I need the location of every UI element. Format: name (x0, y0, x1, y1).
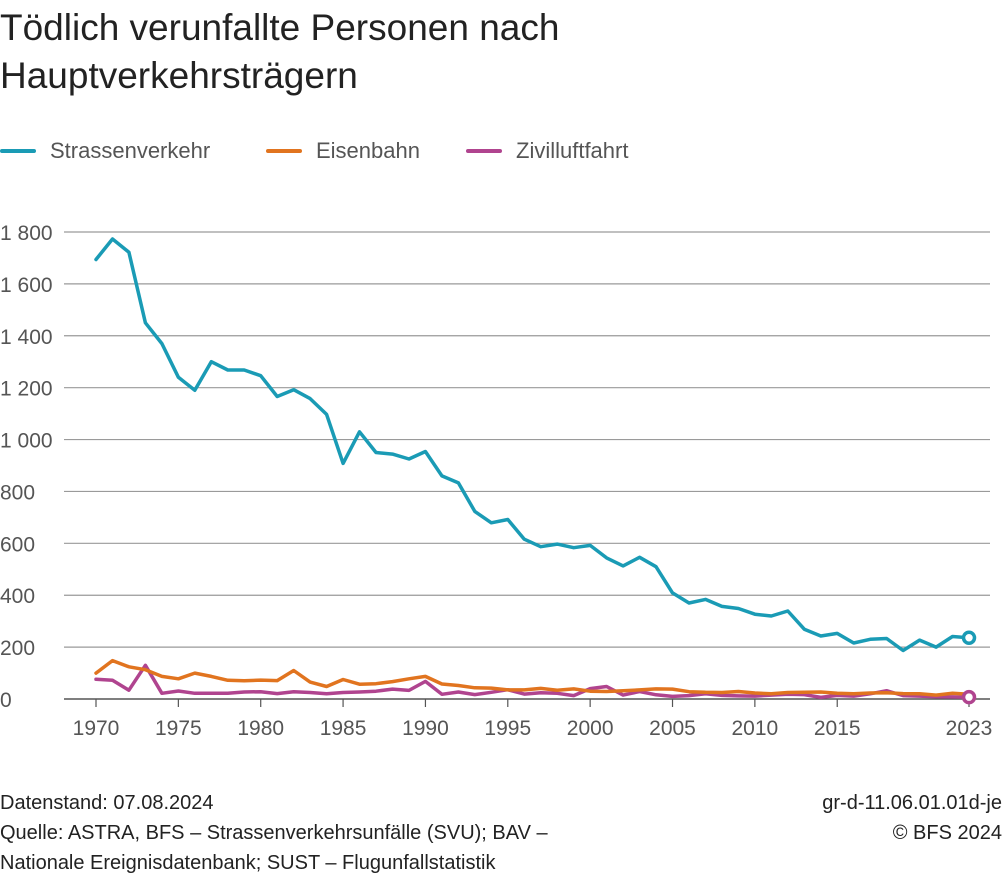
legend-label-strassenverkehr: Strassenverkehr (50, 138, 211, 163)
legend-swatch-zivilluftfahrt (466, 149, 502, 153)
y-tick-label-200: 200 (0, 637, 35, 660)
x-tick-label-1975: 1975 (155, 717, 202, 740)
legend-item-strassenverkehr[interactable]: Strassenverkehr (0, 136, 210, 166)
x-tick-label-2023: 2023 (946, 717, 993, 740)
legend-label-eisenbahn: Eisenbahn (316, 138, 420, 163)
chart-title: Tödlich verunfallte Personen nach Hauptv… (0, 4, 1000, 100)
footer-right: gr-d-11.06.01.01d-je © BFS 2024 (822, 788, 1002, 848)
footer-left: Datenstand: 07.08.2024 Quelle: ASTRA, BF… (0, 788, 720, 878)
y-tick-label-600: 600 (0, 533, 35, 556)
legend-item-eisenbahn[interactable]: Eisenbahn (266, 136, 420, 166)
line-chart: 0 200 400 600 800 1 000 1 200 1 400 1 600 1 800 19… (0, 222, 993, 740)
x-tick-label-2000: 2000 (567, 717, 614, 740)
x-tick-label-2005: 2005 (649, 717, 696, 740)
legend-item-zivilluftfahrt[interactable]: Zivilluftfahrt (466, 136, 628, 166)
data-date-label: Datenstand: (0, 792, 108, 814)
title-line-2: Hauptverkehrsträgern (0, 55, 358, 96)
series-line-zivilluftfahrt (94, 663, 971, 700)
source-line-1: Quelle: ASTRA, BFS – Strassenverkehrsunf… (0, 822, 548, 844)
x-tick-label-2015: 2015 (814, 717, 861, 740)
x-tick-label-1985: 1985 (320, 717, 367, 740)
data-date-value: 07.08.2024 (113, 792, 214, 814)
series-line-eisenbahn (94, 658, 971, 697)
legend-label-zivilluftfahrt: Zivilluftfahrt (516, 138, 629, 163)
x-tick-label-1980: 1980 (237, 717, 284, 740)
x-tick-label-1995: 1995 (484, 717, 531, 740)
end-marker-zivilluftfahrt (961, 689, 977, 705)
y-tick-label-800: 800 (0, 481, 35, 504)
source-line-2: Nationale Ereignisdatenbank; SUST – Flug… (0, 852, 496, 874)
copyright: © BFS 2024 (892, 822, 1002, 844)
series-line-strassenverkehr (94, 237, 971, 653)
y-tick-label-1600: 1 600 (0, 274, 53, 297)
x-tick-label-2010: 2010 (732, 717, 779, 740)
end-marker-strassenverkehr (961, 630, 977, 646)
y-tick-label-400: 400 (0, 585, 35, 608)
legend-swatch-eisenbahn (266, 149, 302, 153)
data-date: Datenstand: 07.08.2024 (0, 788, 720, 818)
x-tick-label-1990: 1990 (402, 717, 449, 740)
y-tick-label-1000: 1 000 (0, 430, 53, 453)
y-tick-label-1800: 1 800 (0, 222, 53, 245)
y-tick-label-1200: 1 200 (0, 378, 53, 401)
y-tick-label-0: 0 (0, 689, 12, 712)
chart-id: gr-d-11.06.01.01d-je (822, 792, 1002, 814)
x-tick-label-1970: 1970 (73, 717, 120, 740)
legend-swatch-strassenverkehr (0, 149, 36, 153)
y-tick-label-1400: 1 400 (0, 326, 53, 349)
title-line-1: Tödlich verunfallte Personen nach (0, 7, 560, 48)
